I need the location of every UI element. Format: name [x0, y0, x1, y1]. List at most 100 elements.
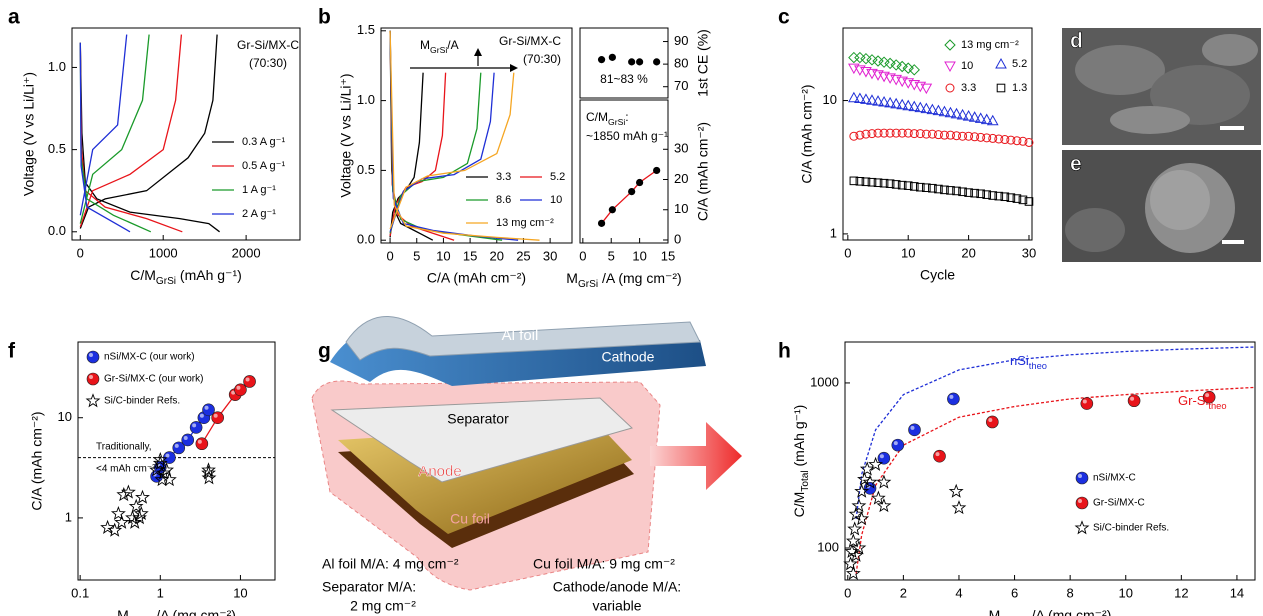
marker — [897, 180, 907, 190]
legend-label: 1 A g⁻¹ — [242, 184, 276, 196]
marker — [1012, 136, 1022, 146]
sphere-highlight — [165, 453, 170, 458]
marker — [1012, 194, 1022, 203]
scale-bar — [1220, 126, 1244, 130]
marker — [854, 511, 870, 526]
marker — [879, 128, 889, 138]
x-tick-label: 30 — [543, 248, 557, 263]
y-tick-label: 70 — [674, 78, 688, 93]
marker — [849, 176, 859, 186]
plot-frame — [71, 27, 301, 241]
series-line — [389, 30, 503, 241]
y-tick-label: 80 — [674, 56, 688, 71]
marker — [951, 500, 967, 515]
legend-label: 13 mg cm⁻² — [961, 39, 1019, 51]
battery-diagram: g Al foil Cathode Separator Anode Cu foi… — [311, 316, 742, 614]
marker — [890, 97, 902, 109]
marker — [933, 449, 946, 463]
y-tick-label: 0.5 — [357, 162, 375, 177]
sphere-highlight — [879, 454, 884, 459]
marker — [934, 184, 943, 194]
marker — [962, 110, 975, 121]
x-tick-label: 2000 — [232, 245, 261, 260]
marker — [653, 58, 661, 66]
marker — [876, 498, 892, 513]
marker — [873, 178, 883, 188]
legend-label: 8.6 — [496, 194, 511, 206]
marker — [855, 130, 865, 140]
texture — [1065, 208, 1125, 252]
sphere-highlight — [89, 375, 93, 379]
marker — [908, 64, 920, 76]
sphere-highlight — [89, 353, 93, 357]
marker — [848, 91, 860, 103]
curve-label: Gr-Sitheo — [1178, 393, 1227, 411]
y-tick-label: 1.0 — [357, 92, 375, 107]
legend-label: Gr-Si/MX-C — [1093, 498, 1145, 509]
panel-letter: c — [778, 6, 790, 29]
marker — [950, 107, 963, 119]
sphere-highlight — [199, 413, 204, 418]
marker — [628, 188, 636, 196]
x-tick-label: 12 — [1174, 585, 1188, 600]
annotation: MGrSi/A — [420, 38, 459, 55]
legend-label: 5.2 — [1012, 58, 1027, 70]
marker — [890, 59, 902, 71]
marker — [922, 183, 931, 193]
marker — [152, 455, 168, 470]
text-part: C/M — [586, 110, 608, 124]
x-tick-label: 20 — [961, 245, 975, 260]
marker — [958, 187, 967, 197]
sphere-highlight — [949, 394, 954, 399]
marker — [1006, 193, 1016, 202]
marker — [915, 182, 925, 192]
marker — [597, 56, 606, 64]
marker — [933, 130, 943, 140]
marker — [161, 472, 177, 487]
marker — [1127, 394, 1141, 408]
marker — [636, 178, 644, 187]
panel-letter: h — [778, 340, 791, 363]
x-tick-label: 14 — [1230, 585, 1244, 600]
sphere-highlight — [1078, 499, 1082, 503]
x-tick-label: 0 — [844, 585, 851, 600]
marker — [849, 131, 859, 141]
marker — [940, 185, 949, 195]
marker — [201, 465, 216, 480]
marker — [986, 415, 999, 429]
panel-letter: g — [318, 340, 331, 363]
marker — [995, 57, 1007, 69]
marker — [896, 60, 908, 73]
marker — [915, 129, 925, 139]
marker — [107, 522, 123, 537]
marker — [608, 206, 616, 214]
marker — [986, 114, 999, 126]
texture — [1202, 34, 1258, 66]
marker — [851, 540, 867, 555]
x-tick-label: 0 — [844, 245, 851, 260]
marker — [988, 133, 998, 143]
marker — [878, 95, 890, 107]
note: variable — [592, 598, 641, 614]
marker — [994, 134, 1004, 144]
marker — [903, 181, 913, 190]
plot-frame — [380, 27, 573, 244]
marker — [952, 186, 961, 196]
marker — [870, 490, 886, 505]
marker — [902, 99, 915, 111]
panel-letter: a — [8, 6, 20, 29]
marker — [867, 177, 877, 187]
x-tick-label: 30 — [1022, 245, 1036, 260]
x-tick-label: 2 — [900, 585, 907, 600]
x-tick-label: 1 — [157, 585, 164, 600]
marker — [897, 128, 907, 138]
y-tick-label: 1 — [65, 509, 72, 524]
panel-letter: d — [1070, 30, 1083, 53]
panel-letter: e — [1070, 153, 1082, 176]
marker — [944, 39, 956, 51]
marker — [909, 182, 919, 191]
marker — [994, 191, 1004, 201]
marker — [1018, 136, 1028, 146]
marker — [908, 100, 921, 112]
